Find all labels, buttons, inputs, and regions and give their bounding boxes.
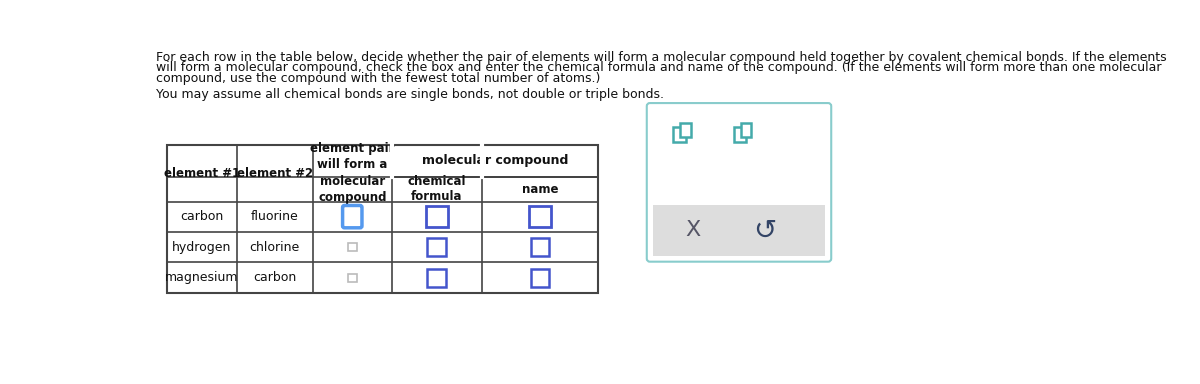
Bar <box>348 274 356 282</box>
Bar <box>427 238 446 256</box>
FancyBboxPatch shape <box>647 103 832 262</box>
Text: hydrogen: hydrogen <box>173 240 232 253</box>
Text: element #2: element #2 <box>236 167 313 180</box>
Bar <box>426 206 448 227</box>
Text: ↺: ↺ <box>752 217 776 245</box>
Text: compound, use the compound with the fewest total number of atoms.): compound, use the compound with the fewe… <box>156 72 600 85</box>
Bar <box>740 123 751 137</box>
Bar <box>530 238 550 256</box>
Text: For each row in the table below, decide whether the pair of elements will form a: For each row in the table below, decide … <box>156 51 1166 64</box>
Text: fluorine: fluorine <box>251 210 299 223</box>
Text: magnesium: magnesium <box>166 271 239 284</box>
Text: chemical
formula: chemical formula <box>408 175 466 203</box>
Bar <box>348 243 356 251</box>
Bar <box>653 205 826 255</box>
Text: carbon: carbon <box>180 210 223 223</box>
Text: element #1: element #1 <box>164 167 240 180</box>
Bar <box>391 145 598 177</box>
Text: carbon: carbon <box>253 271 296 284</box>
Bar <box>673 127 685 142</box>
Bar <box>530 269 550 287</box>
Text: name: name <box>522 183 558 196</box>
Bar <box>427 269 446 287</box>
Text: will form a molecular compound, check the box and enter the chemical formula and: will form a molecular compound, check th… <box>156 61 1162 74</box>
Bar <box>529 206 551 227</box>
Bar <box>680 123 691 137</box>
Bar <box>167 145 598 293</box>
Bar <box>733 127 746 142</box>
Text: chlorine: chlorine <box>250 240 300 253</box>
Text: You may assume all chemical bonds are single bonds, not double or triple bonds.: You may assume all chemical bonds are si… <box>156 88 665 101</box>
FancyBboxPatch shape <box>342 205 362 228</box>
Text: X: X <box>685 220 700 240</box>
Text: molecular compound: molecular compound <box>421 154 568 167</box>
Text: element pair
will form a
molecular
compound: element pair will form a molecular compo… <box>310 142 395 204</box>
